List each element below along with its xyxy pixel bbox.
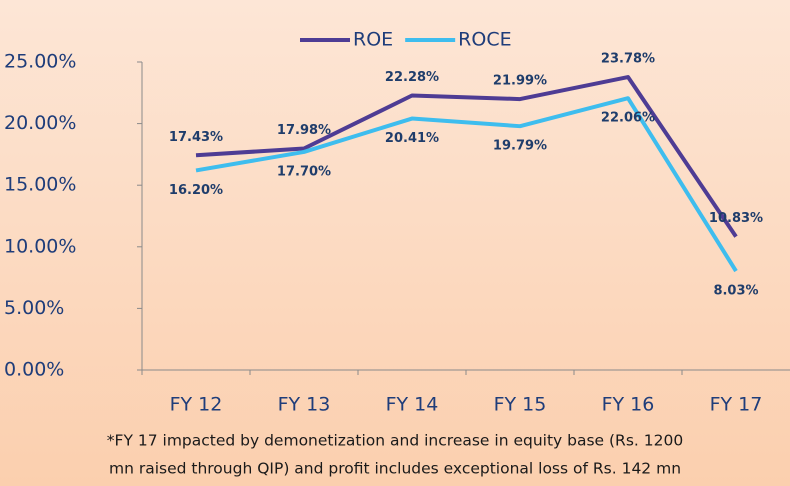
data-label: 17.98% <box>277 123 331 138</box>
data-label: 8.03% <box>713 284 758 299</box>
data-label: 17.70% <box>277 164 331 179</box>
data-label: 17.43% <box>169 130 223 145</box>
legend-label: ROE <box>353 29 393 51</box>
data-label: 10.83% <box>709 211 763 226</box>
y-tick-label: 15.00% <box>4 174 76 196</box>
data-label: 16.20% <box>169 183 223 198</box>
line <box>195 96 738 273</box>
line <box>195 75 738 238</box>
y-tick-label: 0.00% <box>4 359 64 381</box>
y-tick-label: 20.00% <box>4 112 76 134</box>
y-tick-label: 5.00% <box>4 297 64 319</box>
x-tick-label: FY 15 <box>494 394 547 416</box>
data-label: 23.78% <box>601 52 655 67</box>
x-tick-label: FY 16 <box>602 394 655 416</box>
x-tick-label: FY 17 <box>710 394 763 416</box>
legend-label: ROCE <box>458 29 511 51</box>
data-label: 20.41% <box>385 131 439 146</box>
y-tick-label: 10.00% <box>4 235 76 257</box>
y-tick-label: 25.00% <box>4 51 76 73</box>
data-label: 22.28% <box>385 70 439 85</box>
data-label: 22.06% <box>601 111 655 126</box>
footnote: *FY 17 impacted by demonetization and in… <box>107 432 683 450</box>
x-tick-label: FY 14 <box>386 394 439 416</box>
x-tick-label: FY 13 <box>278 394 331 416</box>
footnote: mn raised through QIP) and profit includ… <box>109 460 681 478</box>
x-tick-label: FY 12 <box>170 394 223 416</box>
data-label: 21.99% <box>493 74 547 89</box>
data-label: 19.79% <box>493 139 547 154</box>
